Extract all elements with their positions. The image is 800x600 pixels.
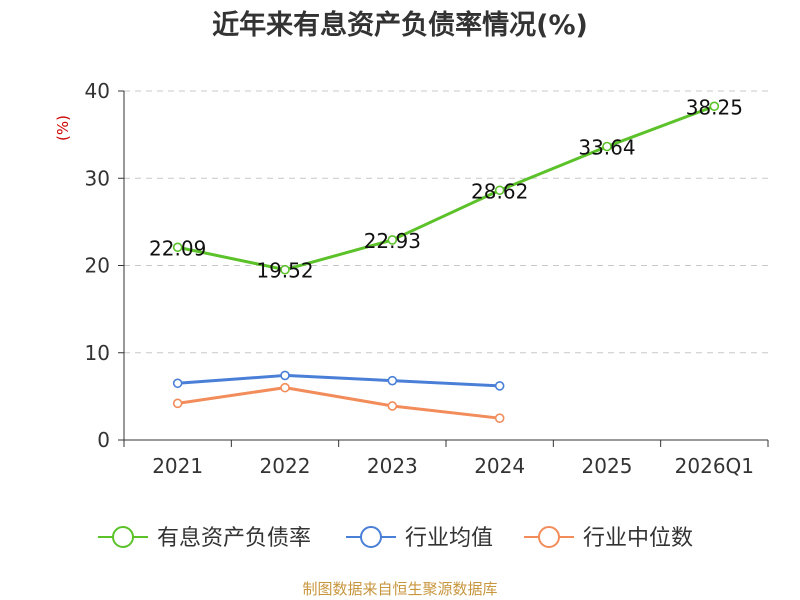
y-tick-label: 40 (85, 79, 110, 103)
legend[interactable]: 有息资产负债率 行业均值 行业中位数 (98, 526, 693, 551)
data-point[interactable] (280, 382, 290, 393)
axes (118, 90, 769, 447)
data-point[interactable] (494, 185, 505, 196)
y-tick-label: 10 (85, 341, 110, 365)
series-line-0 (177, 104, 715, 272)
data-label: 28.62 (471, 179, 528, 203)
y-tick-label: 30 (85, 166, 110, 190)
series-line-2 (177, 386, 500, 420)
data-labels: 22.09 19.52 22.93 28.62 33.64 38.25 (149, 95, 743, 282)
data-label: 22.93 (364, 229, 421, 253)
legend-label: 行业中位数 (583, 526, 693, 551)
data-point[interactable] (172, 242, 183, 253)
x-tick-label: 2022 (260, 454, 311, 478)
legend-marker (112, 526, 134, 548)
data-point[interactable] (387, 401, 398, 411)
chart-title: 近年来有息资产负债率情况(%) (212, 9, 588, 41)
x-tick-label: 2025 (582, 454, 633, 478)
data-point[interactable] (280, 264, 290, 275)
x-tick-label: 2026Q1 (675, 454, 754, 478)
data-point[interactable] (387, 375, 398, 386)
data-point[interactable] (494, 381, 505, 391)
legend-item[interactable]: 行业均值 (346, 526, 493, 551)
data-point[interactable] (387, 235, 398, 245)
grid (124, 90, 768, 354)
legend-marker (538, 526, 560, 548)
source-note: 制图数据来自恒生聚源数据库 (302, 580, 497, 598)
x-tick-labels: 2021 2022 2023 2024 2025 2026Q1 (152, 454, 754, 478)
series-layer (172, 101, 720, 423)
legend-marker (360, 526, 382, 548)
series-line-1 (177, 373, 500, 388)
y-axis-unit: (%) (54, 115, 72, 141)
data-point[interactable] (172, 378, 183, 389)
x-tick-label: 2021 (152, 454, 203, 478)
legend-item[interactable]: 有息资产负债率 (98, 526, 311, 551)
data-label: 19.52 (256, 259, 313, 283)
legend-label: 有息资产负债率 (157, 526, 311, 551)
data-point[interactable] (280, 370, 290, 381)
data-label: 33.64 (578, 135, 635, 159)
legend-label: 行业均值 (405, 526, 493, 551)
data-label: 38.25 (686, 95, 743, 119)
data-point[interactable] (172, 398, 183, 409)
data-point[interactable] (602, 141, 612, 152)
y-tick-label: 20 (85, 254, 110, 278)
x-tick-label: 2023 (367, 454, 418, 478)
legend-item[interactable]: 行业中位数 (524, 526, 693, 551)
y-tick-label: 0 (97, 428, 110, 452)
data-point[interactable] (494, 413, 505, 423)
data-point[interactable] (709, 101, 720, 112)
y-tick-labels: 0 10 20 30 40 (85, 79, 110, 452)
x-tick-label: 2024 (474, 454, 525, 478)
data-label: 22.09 (149, 236, 206, 260)
